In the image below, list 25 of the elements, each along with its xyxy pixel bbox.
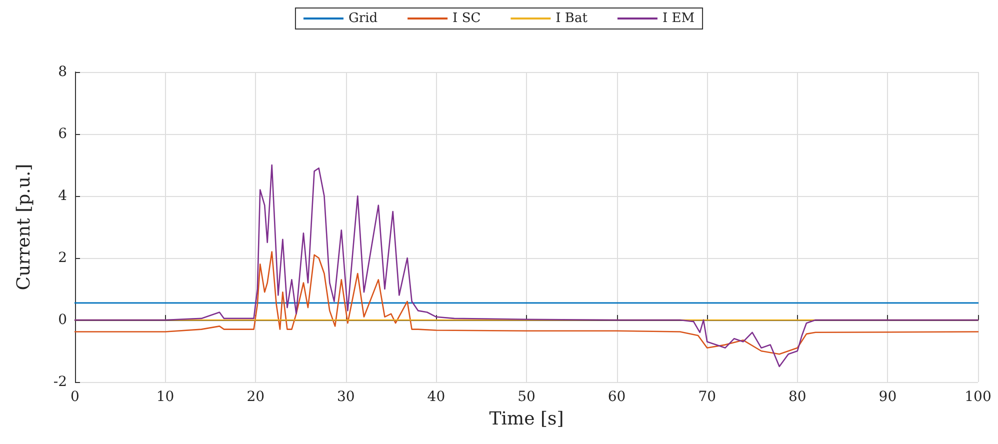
y-tick-label: 2 [58, 250, 67, 266]
y-tick-label: 8 [58, 64, 67, 80]
x-tick-label: 60 [608, 389, 626, 405]
line-series [74, 251, 979, 355]
x-tick-label: 70 [698, 389, 716, 405]
x-tick-label: 90 [878, 389, 897, 405]
x-tick-label: 40 [427, 389, 446, 405]
x-tick-label: 80 [788, 389, 806, 405]
legend-label: I SC [452, 11, 481, 26]
legend-label: I Bat [556, 11, 588, 26]
legend-label: Grid [348, 11, 378, 26]
x-tick-label: 20 [246, 389, 265, 405]
legend-label: I EM [662, 11, 695, 26]
x-axis-title: Time [s] [489, 408, 564, 430]
y-tick-label: 0 [58, 312, 67, 328]
x-tick-label: 10 [156, 389, 174, 405]
y-axis-title: Current [p.u.] [14, 164, 34, 290]
y-tick-label: 4 [58, 188, 68, 204]
line-series [74, 164, 979, 368]
x-tick-label: 30 [336, 389, 355, 405]
x-tick-label: 0 [70, 389, 80, 405]
x-tick-label: 100 [964, 389, 992, 405]
x-tick-label: 50 [518, 389, 536, 405]
y-tick-label: 6 [58, 126, 68, 142]
y-tick-label: -2 [53, 374, 67, 390]
